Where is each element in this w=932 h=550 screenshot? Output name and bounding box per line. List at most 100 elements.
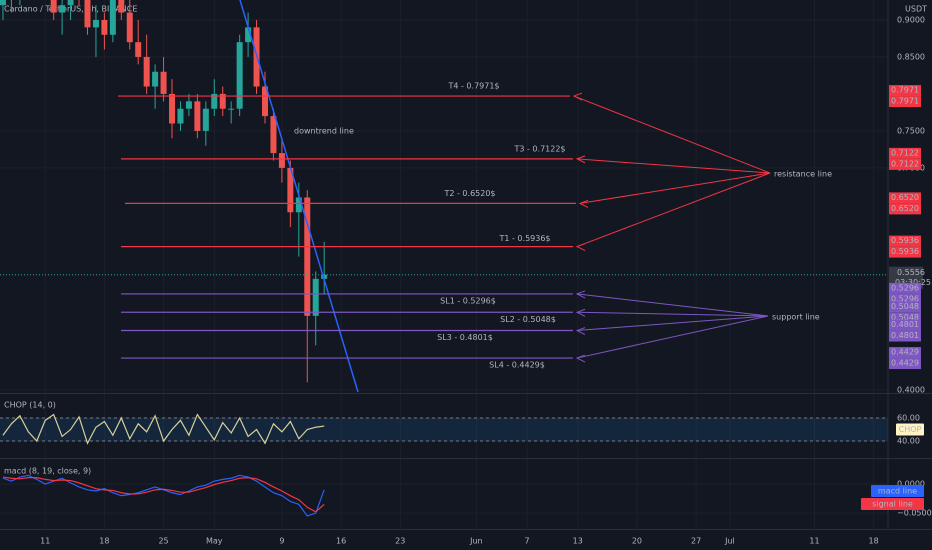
price-badge [889, 192, 921, 204]
candle-body [185, 101, 192, 109]
arrow [576, 315, 769, 332]
candle-body [228, 108, 235, 110]
price-badge [889, 358, 921, 370]
price-badge-label: 0.4429 [891, 359, 919, 368]
price-badge-label: 0.5296 [891, 283, 919, 292]
legend-badge [871, 485, 924, 497]
legend-label: signal line [872, 500, 913, 509]
x-tick-label: 9 [279, 537, 284, 546]
price-badge-label: 0.7122 [891, 159, 919, 168]
candle-body [109, 0, 116, 35]
price-badge-label: 0.4801 [891, 320, 919, 329]
candle-body [126, 12, 133, 43]
price-badge [889, 85, 921, 97]
price-badge [889, 235, 921, 247]
y-unit: USDT [905, 5, 927, 14]
candle-body [0, 0, 6, 6]
legend-badge [896, 423, 924, 436]
candle-body [202, 108, 209, 131]
y-tick-label: 60.00 [897, 414, 920, 423]
x-tick-label: 7 [525, 537, 530, 546]
annotation: support line [772, 313, 820, 322]
price-badge-label: 0.7971 [891, 86, 919, 95]
price-badge-label: 0.4801 [891, 331, 919, 340]
candle-body [219, 93, 226, 109]
x-tick-label: 18 [869, 537, 879, 546]
arrow-head [572, 92, 583, 101]
candle-body [143, 56, 150, 87]
arrow [576, 311, 769, 317]
candle-body [67, 0, 74, 6]
candle-body [160, 71, 167, 94]
candle-body [236, 42, 243, 109]
arrow-head [575, 243, 586, 252]
x-tick-label: 13 [573, 537, 583, 546]
candle-body [245, 27, 252, 43]
price-badge [889, 312, 921, 324]
series-line [2, 476, 325, 513]
y-tick-label: −0.0500 [897, 509, 932, 518]
arrow-head [578, 199, 589, 208]
last-price-label: 0.5556 [897, 268, 925, 277]
candle-body [169, 93, 176, 124]
price-badge [889, 203, 921, 215]
y-tick-label: 0.8500 [897, 52, 925, 61]
y-tick-label: 0.4000 [897, 385, 925, 394]
level-label: T2 - 0.6520$ [443, 189, 495, 198]
candle-body [304, 197, 311, 316]
price-badge [889, 347, 921, 359]
level-label: SL3 - 0.4801$ [437, 333, 493, 342]
level-label: SL1 - 0.5296$ [440, 296, 496, 305]
pane-title: CHOP (14, 0) [4, 401, 56, 410]
price-badge-label: 0.5048 [891, 302, 919, 311]
countdown: 03:30:25 [895, 278, 931, 287]
x-tick-label: 16 [336, 537, 346, 546]
candle-body [278, 153, 285, 168]
x-tick-label: 11 [40, 537, 50, 546]
x-tick-label: May [206, 537, 223, 546]
candle-body [295, 197, 302, 213]
arrow-head [575, 354, 586, 363]
candle-body [59, 5, 66, 13]
x-tick-label: 20 [632, 537, 642, 546]
arrow [579, 172, 771, 204]
level-label: SL4 - 0.4429$ [489, 361, 545, 370]
y-tick-label: 0.7500 [897, 126, 925, 135]
price-badge [889, 158, 921, 170]
y-tick-label: 40.00 [897, 437, 920, 446]
y-tick-label: 0.0000 [897, 480, 925, 489]
candle-body [118, 0, 125, 13]
level-label: SL2 - 0.5048$ [500, 315, 556, 324]
arrow [576, 293, 769, 317]
pane-title: macd (8, 19, close, 9) [4, 467, 91, 476]
candle-body [84, 0, 91, 28]
price-badge [889, 319, 921, 331]
arrow-head [575, 290, 586, 299]
candle-body [321, 274, 328, 279]
candle-body [287, 167, 294, 213]
arrow-head [575, 308, 586, 317]
x-tick-label: Jul [724, 537, 735, 546]
x-tick-label: 27 [691, 537, 701, 546]
price-badge-label: 0.6520 [891, 204, 919, 213]
arrow [576, 158, 771, 174]
candle-body [270, 116, 277, 154]
x-tick-label: 18 [99, 537, 109, 546]
price-badge-label: 0.5936 [891, 247, 919, 256]
price-badge [889, 282, 921, 294]
candle-body [50, 0, 57, 13]
band [0, 418, 888, 442]
candle-body [211, 93, 218, 109]
price-badge-label: 0.5048 [891, 313, 919, 322]
price-badge-label: 0.6520 [891, 193, 919, 202]
trendline-label: downtrend line [294, 127, 354, 136]
candle-body [152, 71, 159, 87]
price-badge [889, 96, 921, 108]
price-badge-label: 0.7122 [891, 148, 919, 157]
candle-body [194, 101, 201, 131]
level-label: T4 - 0.7971$ [447, 82, 499, 91]
price-badge [889, 301, 921, 313]
arrow [573, 95, 771, 174]
candle-body [92, 19, 99, 28]
